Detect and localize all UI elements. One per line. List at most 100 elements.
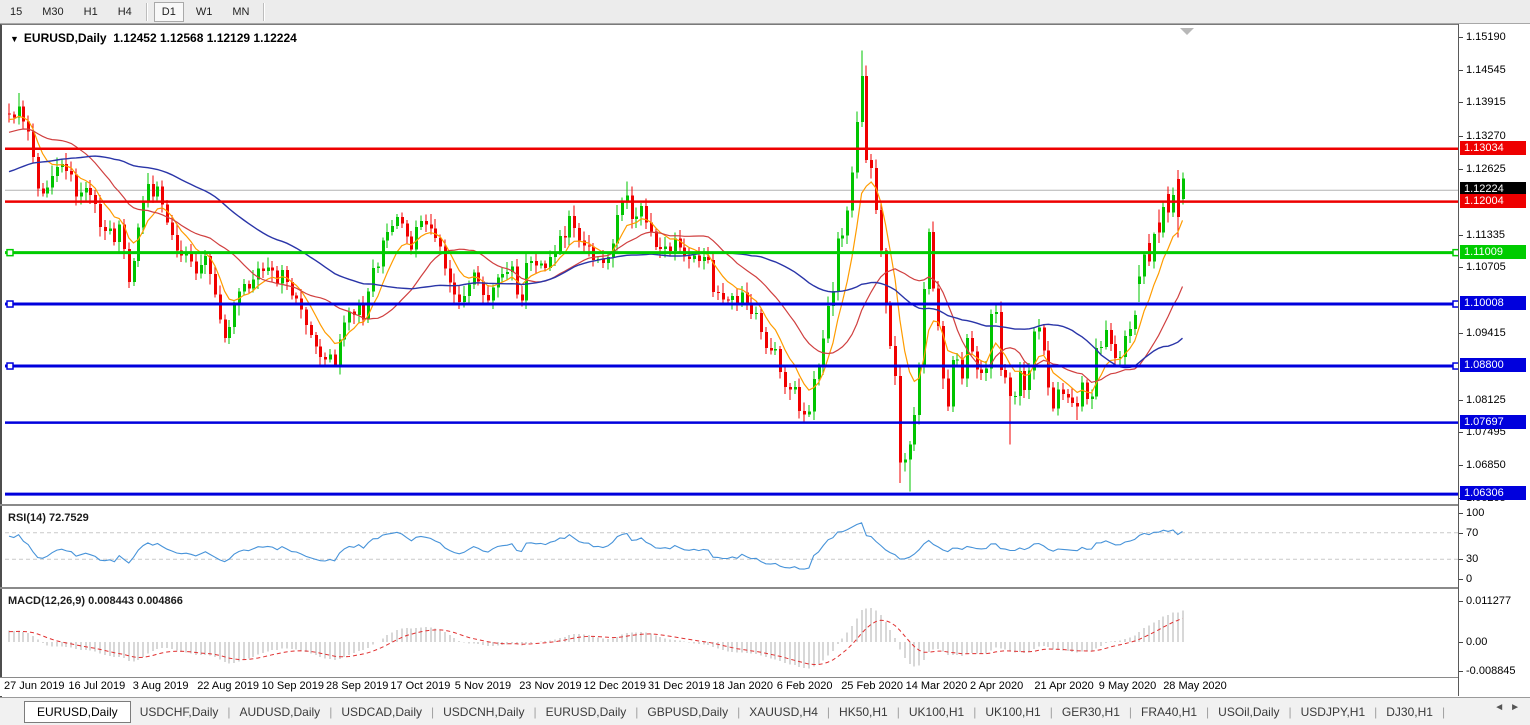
price-tick: [1459, 37, 1463, 38]
time-label: 10 Sep 2019: [261, 680, 324, 692]
tab-usdcad-daily[interactable]: USDCAD,Daily: [341, 704, 422, 719]
tab-usdchf-daily[interactable]: USDCHF,Daily: [139, 704, 219, 719]
macd-tick-label: -0.008845: [1466, 665, 1516, 677]
price-badge: 1.10008: [1460, 296, 1526, 311]
collapse-triangle-icon[interactable]: ▼: [10, 34, 19, 44]
tab-nav-right-icon[interactable]: ►: [1510, 702, 1526, 713]
price-badge: 1.06306: [1460, 486, 1526, 501]
time-label: 18 Jan 2020: [712, 680, 773, 692]
time-label: 9 May 2020: [1098, 680, 1157, 692]
macd-tick: [1459, 601, 1463, 602]
chart-plot-area[interactable]: [5, 26, 1460, 505]
timeframe-toolbar: 15 M30 H1 H4 D1 W1 MN: [0, 0, 1530, 24]
price-tick-label: 1.12625: [1466, 162, 1506, 175]
time-label: 17 Oct 2019: [390, 680, 451, 692]
tab-uk100-h1[interactable]: UK100,H1: [908, 704, 965, 719]
time-label: 3 Aug 2019: [132, 680, 189, 692]
time-label: 21 Apr 2020: [1034, 680, 1094, 692]
time-label: 25 Feb 2020: [841, 680, 903, 692]
time-label: 28 Sep 2019: [326, 680, 389, 692]
macd-tick: [1459, 642, 1463, 643]
time-label: 27 Jun 2019: [4, 680, 65, 692]
time-label: 2 Apr 2020: [970, 680, 1024, 692]
tab-separator: |: [1049, 704, 1053, 719]
price-tick-label: 1.08125: [1466, 393, 1506, 406]
rsi-tick: [1459, 533, 1463, 534]
time-axis[interactable]: 27 Jun 2019 16 Jul 2019 3 Aug 2019 22 Aug 2…: [0, 678, 1458, 696]
tab-hk50-h1[interactable]: HK50,H1: [839, 704, 888, 719]
rsi-splitter[interactable]: [0, 504, 1530, 506]
time-axis-border: [0, 677, 1530, 678]
tab-separator: |: [227, 704, 231, 719]
tab-xauusd-h4[interactable]: XAUUSD,H4: [749, 704, 818, 719]
chart-title: ▼ EURUSD,Daily 1.12452 1.12568 1.12129 1.…: [10, 31, 297, 45]
price-tick-label: 1.07495: [1466, 426, 1506, 439]
tab-separator: |: [1128, 704, 1133, 719]
timeframe-button-D1[interactable]: D1: [153, 1, 184, 22]
macd-tick-label: 0.011277: [1466, 595, 1512, 607]
macd-splitter[interactable]: [0, 587, 1530, 589]
price-axis-border: [1458, 24, 1459, 696]
price-tick-label: 1.14545: [1466, 64, 1506, 77]
tab-separator: |: [431, 704, 435, 719]
hline-handle[interactable]: [6, 300, 14, 308]
tab-separator: |: [826, 704, 831, 719]
tab-nav-arrows: ◄►: [1494, 702, 1526, 713]
macd-histogram: [8, 608, 1184, 669]
time-label: 14 Mar 2020: [905, 680, 968, 692]
hline-handle[interactable]: [6, 248, 14, 257]
price-tick-label: 1.10705: [1466, 261, 1506, 274]
price-tick-label: 1.06850: [1466, 459, 1506, 472]
tab-ger30-h1[interactable]: GER30,H1: [1061, 704, 1120, 719]
price-tick: [1459, 333, 1463, 335]
tab-separator: |: [1206, 704, 1210, 719]
time-label: 22 Aug 2019: [197, 680, 259, 692]
tab-dj30-h1[interactable]: DJ30,H1: [1386, 704, 1433, 719]
tab-usdcnh-daily[interactable]: USDCNH,Daily: [443, 704, 525, 719]
time-label: 28 May 2020: [1163, 680, 1227, 692]
tab-gbpusd-daily[interactable]: GBPUSD,Daily: [647, 704, 729, 719]
tab-separator: |: [973, 704, 977, 719]
tab-separator: |: [635, 704, 639, 719]
tab-usdjpy-h1[interactable]: USDJPY,H1: [1300, 704, 1366, 719]
macd-panel[interactable]: [5, 590, 1460, 678]
macd-signal-line: [9, 617, 1183, 665]
price-tick: [1459, 432, 1463, 434]
timeframe-button-M30[interactable]: M30: [42, 5, 64, 18]
tab-usoil-daily[interactable]: USOil,Daily: [1218, 704, 1280, 719]
rsi-tick-label: 100: [1466, 507, 1485, 519]
tab-eurusd-daily[interactable]: EURUSD,Daily: [24, 700, 131, 723]
chart-ohlc-values: 1.12452 1.12568 1.12129 1.12224: [113, 31, 297, 45]
timeframe-button-H1[interactable]: H1: [83, 5, 98, 18]
price-tick-label: 1.13270: [1466, 129, 1506, 142]
price-tick-label: 1.11335: [1466, 228, 1505, 241]
rsi-tick: [1459, 513, 1463, 514]
rsi-label: RSI(14) 72.7529: [8, 512, 89, 524]
price-axis[interactable]: 1.15190 1.14545 1.13915 1.13270 1.12625 1.113…: [1459, 24, 1530, 696]
macd-tick-label: 0.00: [1466, 636, 1488, 648]
hline-handle[interactable]: [6, 362, 14, 370]
chart-symbol-label: EURUSD,Daily: [23, 31, 107, 45]
macd-label: MACD(12,26,9) 0.008443 0.004866: [8, 595, 183, 607]
tab-audusd-daily[interactable]: AUDUSD,Daily: [239, 704, 321, 719]
tab-nav-left-icon[interactable]: ◄: [1494, 702, 1511, 713]
chart-shift-marker-icon[interactable]: [1180, 28, 1194, 35]
tab-separator: |: [896, 704, 900, 719]
time-label: 16 Jul 2019: [68, 680, 126, 692]
tab-fra40-h1[interactable]: FRA40,H1: [1141, 704, 1198, 719]
timeframe-button-MN[interactable]: MN: [232, 5, 250, 18]
price-tick: [1459, 234, 1463, 236]
tab-uk100-h1[interactable]: UK100,H1: [985, 704, 1041, 719]
candles: [8, 50, 1185, 492]
tab-separator: |: [737, 704, 741, 719]
timeframe-button-H4[interactable]: H4: [117, 5, 132, 18]
ma-slow-line: [8, 155, 1183, 369]
timeframe-button-15[interactable]: 15: [10, 5, 23, 18]
tab-separator: |: [329, 704, 333, 719]
price-badge: 1.08800: [1460, 358, 1526, 373]
rsi-panel[interactable]: [5, 507, 1460, 588]
tab-separator: |: [1288, 704, 1292, 719]
tab-eurusd-daily[interactable]: EURUSD,Daily: [545, 704, 627, 719]
price-badge: 1.13034: [1460, 140, 1526, 155]
timeframe-button-W1[interactable]: W1: [195, 5, 213, 18]
